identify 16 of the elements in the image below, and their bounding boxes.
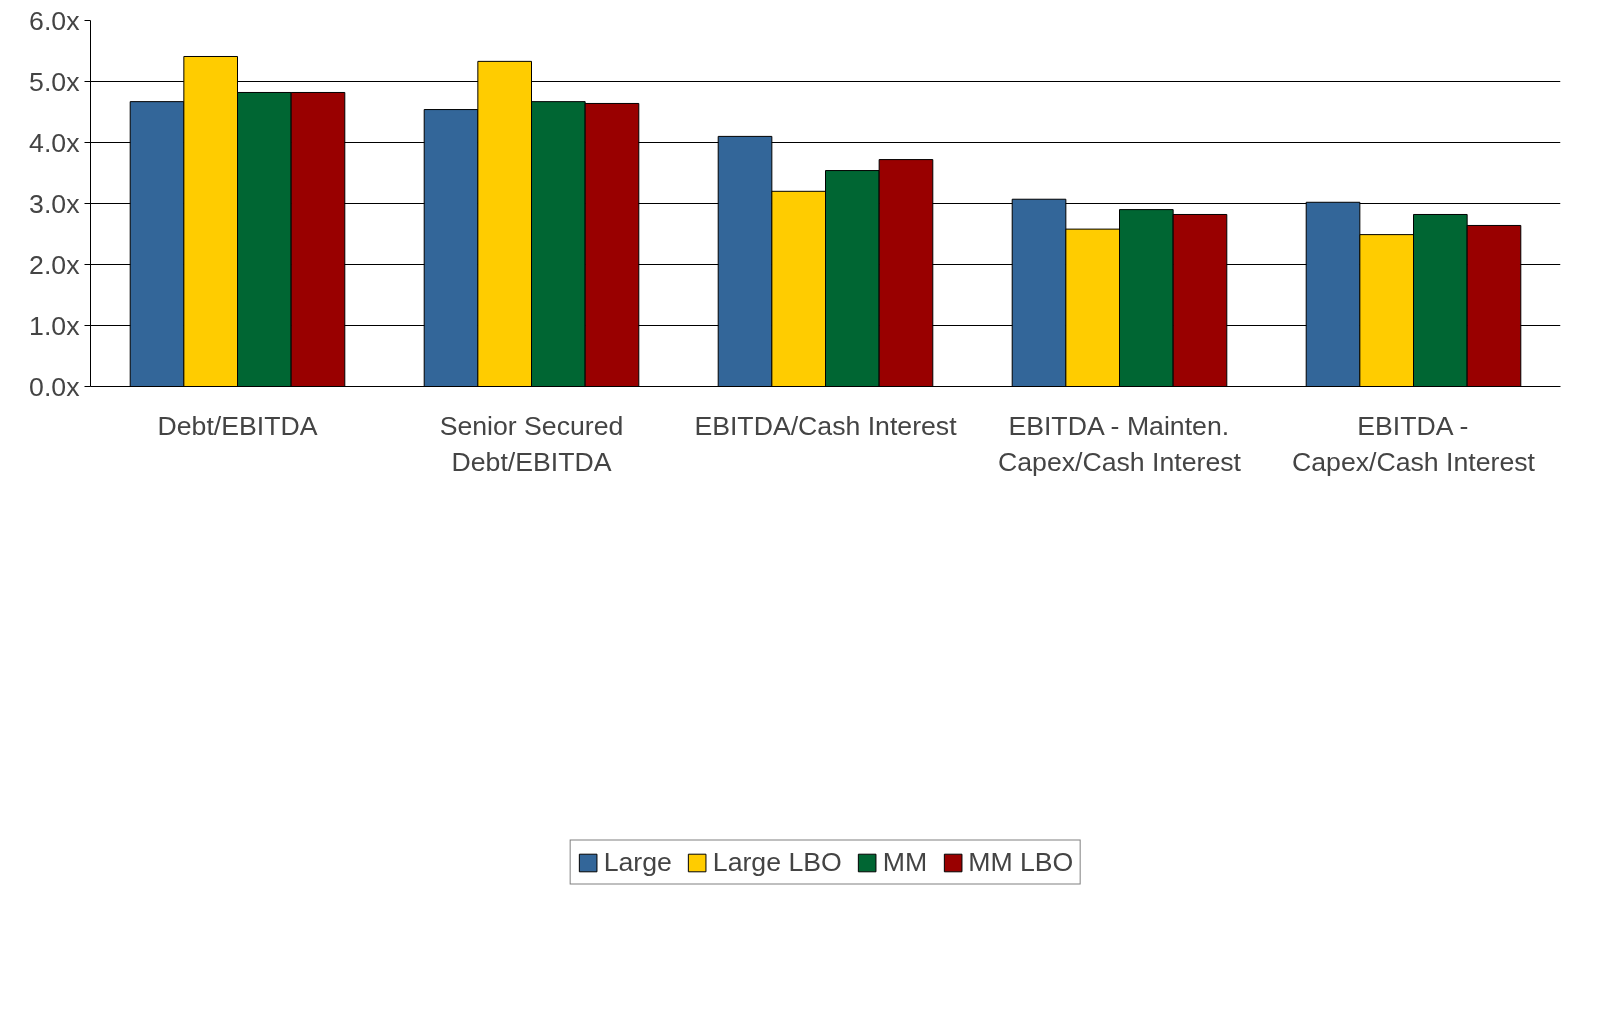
y-tick-label: 3.0x (29, 188, 81, 219)
x-tick-label: EBITDA - Mainten. Capex/Cash Interest (998, 410, 1242, 477)
y-tick-label: 5.0x (29, 66, 81, 97)
legend-label: MM (882, 846, 928, 878)
legend-label: MM LBO (968, 846, 1074, 878)
y-tick-label: 6.0x (29, 5, 81, 36)
y-tick-label: 2.0x (29, 249, 81, 280)
y-tick-label: 0.0x (29, 371, 81, 402)
x-tick-label: Debt/EBITDA (157, 410, 318, 441)
legend-label: Large (603, 846, 672, 878)
x-tick-label: EBITDA/Cash Interest (694, 410, 958, 441)
x-tick-label: EBITDA - Capex/Cash Interest (1292, 410, 1536, 477)
legend-label: Large LBO (712, 846, 842, 878)
x-tick-label: Senior Secured Debt/EBITDA (439, 410, 624, 477)
y-tick-label: 1.0x (29, 310, 81, 341)
y-tick-label: 4.0x (29, 127, 81, 158)
